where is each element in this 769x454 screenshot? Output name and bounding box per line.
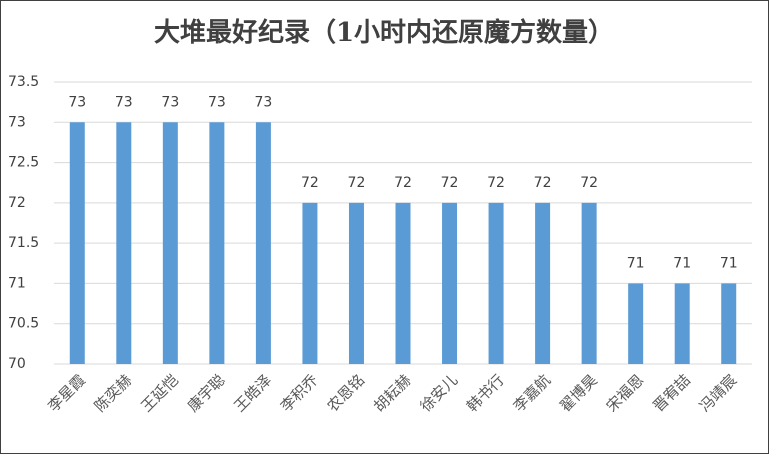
bar	[69, 122, 85, 365]
data-label: 72	[441, 175, 459, 191]
bar	[209, 122, 225, 365]
data-label: 71	[673, 255, 691, 271]
y-tick-label: 70	[8, 356, 26, 372]
data-label: 73	[68, 94, 86, 110]
bar	[348, 202, 364, 364]
bar	[162, 122, 178, 365]
data-label: 71	[627, 255, 645, 271]
data-label: 73	[208, 94, 226, 110]
bar	[535, 202, 551, 364]
data-label: 72	[394, 175, 412, 191]
chart-title: 大堆最好纪录（1小时内还原魔方数量）	[154, 17, 614, 48]
data-label: 73	[254, 94, 272, 110]
bar	[302, 202, 318, 364]
data-label: 71	[720, 255, 738, 271]
data-label: 73	[161, 94, 179, 110]
bar	[442, 202, 458, 364]
bar	[395, 202, 411, 364]
bar	[674, 283, 690, 364]
data-label: 73	[115, 94, 133, 110]
y-tick-label: 73	[8, 114, 26, 130]
data-label: 72	[534, 175, 552, 191]
y-tick-label: 71.5	[8, 235, 39, 251]
bar	[721, 283, 737, 364]
data-label: 72	[348, 175, 366, 191]
bar	[116, 122, 132, 365]
y-tick-label: 72.5	[8, 155, 39, 171]
bar	[628, 283, 644, 364]
bar	[488, 202, 504, 364]
y-tick-label: 71	[8, 275, 26, 291]
data-label: 72	[580, 175, 598, 191]
bar	[255, 122, 271, 365]
y-tick-label: 73.5	[8, 74, 39, 90]
data-label: 72	[487, 175, 505, 191]
y-tick-label: 70.5	[8, 316, 39, 332]
data-label: 72	[301, 175, 319, 191]
bar	[581, 202, 597, 364]
y-tick-label: 72	[8, 195, 26, 211]
